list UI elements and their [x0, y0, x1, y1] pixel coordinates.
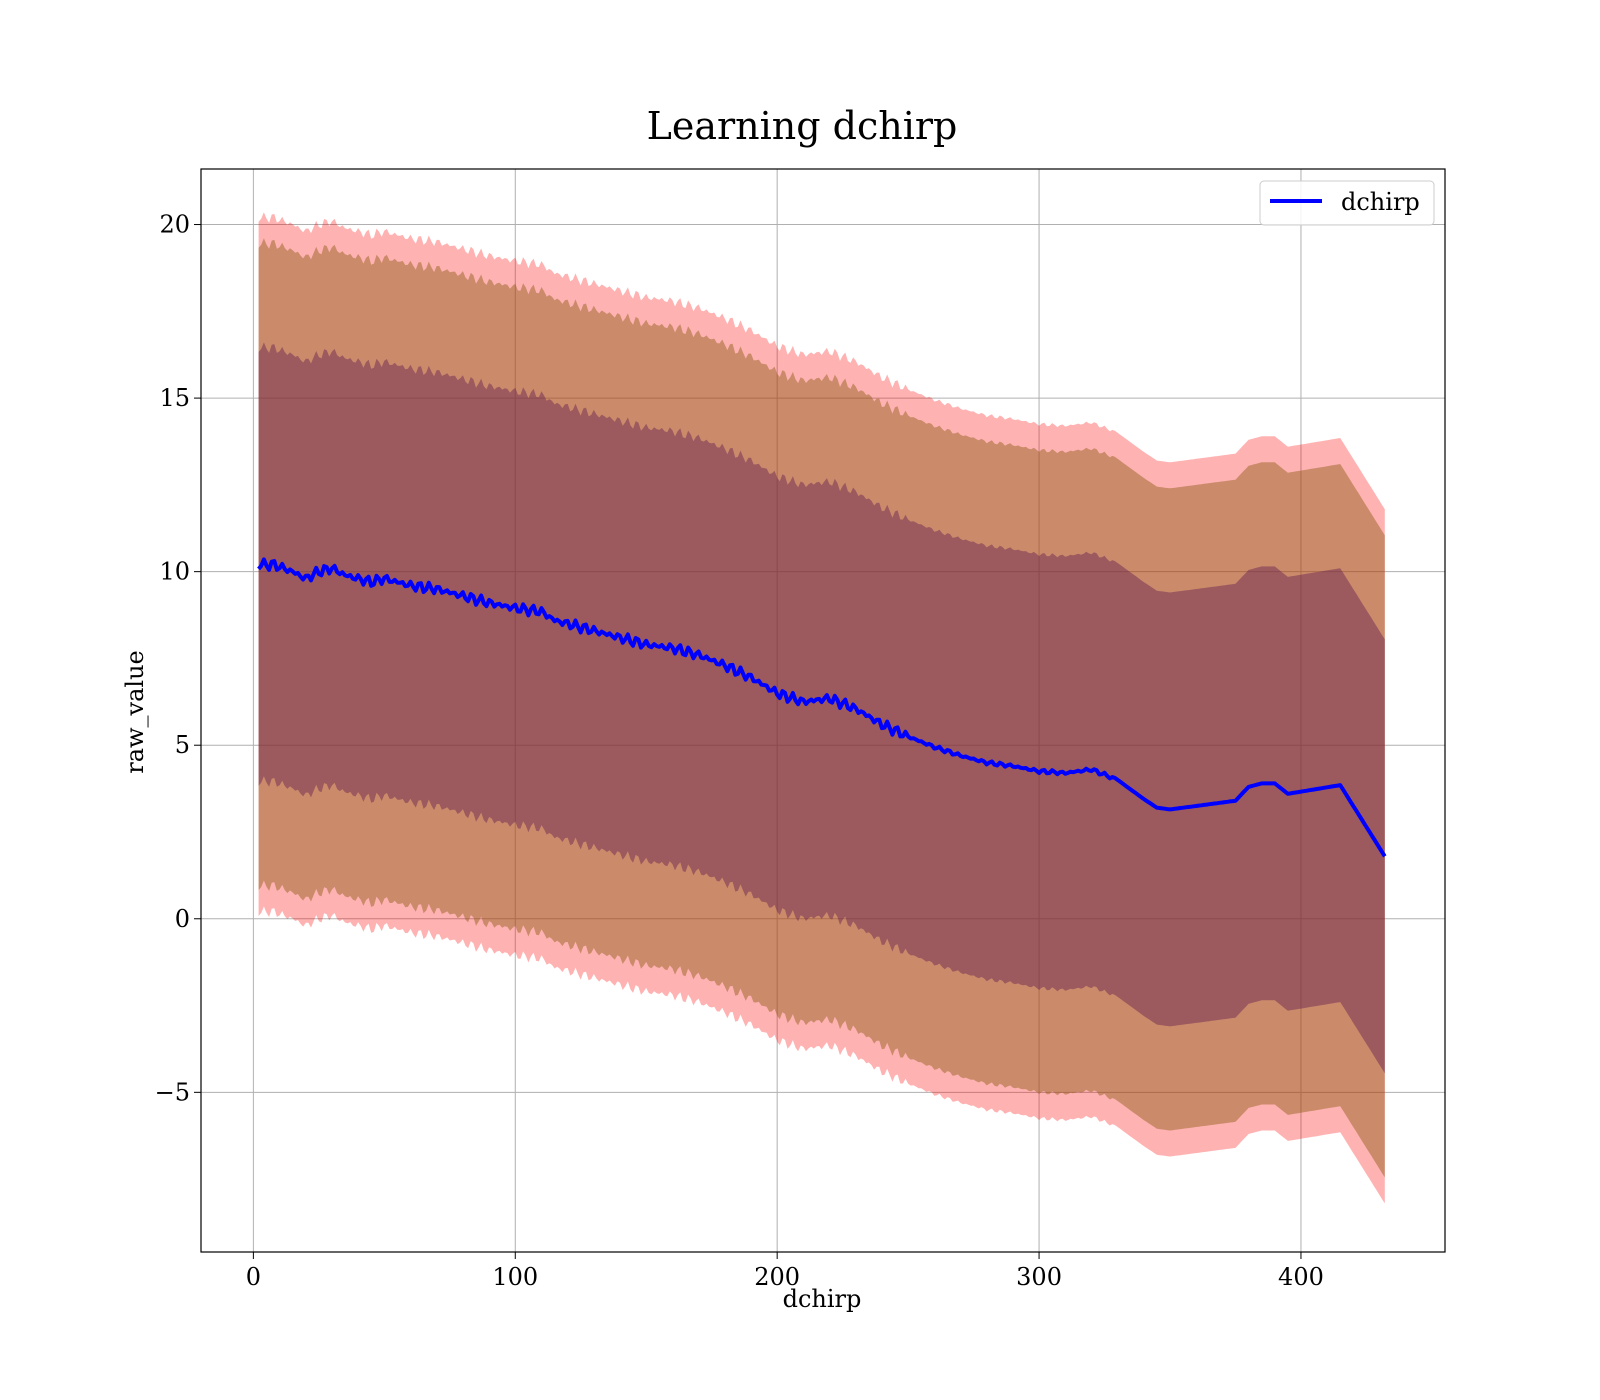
- x-axis-label: dchirp: [783, 1285, 862, 1313]
- legend-label: dchirp: [1341, 188, 1420, 216]
- middle-band: [258, 238, 1385, 1178]
- inner-band: [258, 342, 1385, 1074]
- grid: [201, 169, 1445, 1252]
- y-tick-label: −5: [155, 1078, 190, 1106]
- plot-frame: [200, 168, 1446, 1253]
- x-tick-label: 300: [1016, 1263, 1062, 1291]
- line-layer: [257, 557, 1387, 858]
- chart-title: Learning dchirp: [647, 104, 958, 148]
- x-tick-label: 200: [754, 1263, 800, 1291]
- y-axis-label: raw_value: [121, 650, 149, 774]
- y-tick-label: 15: [159, 384, 190, 412]
- x-tick-label: 400: [1278, 1263, 1324, 1291]
- legend-box: [1259, 180, 1435, 226]
- y-tick-label: 5: [175, 731, 190, 759]
- y-tick-label: 10: [159, 558, 190, 586]
- y-tick-label: 20: [159, 211, 190, 239]
- legend: dchirp: [1259, 180, 1435, 226]
- bands: [258, 212, 1385, 1204]
- ticks: 0 100 200 300 400 −5 0 5 10 15 20: [155, 211, 1324, 1291]
- outer-band: [258, 212, 1385, 1204]
- x-tick-label: 100: [492, 1263, 538, 1291]
- y-tick-label: 0: [175, 905, 190, 933]
- mean-line: [257, 557, 1387, 858]
- x-tick-label: 0: [246, 1263, 261, 1291]
